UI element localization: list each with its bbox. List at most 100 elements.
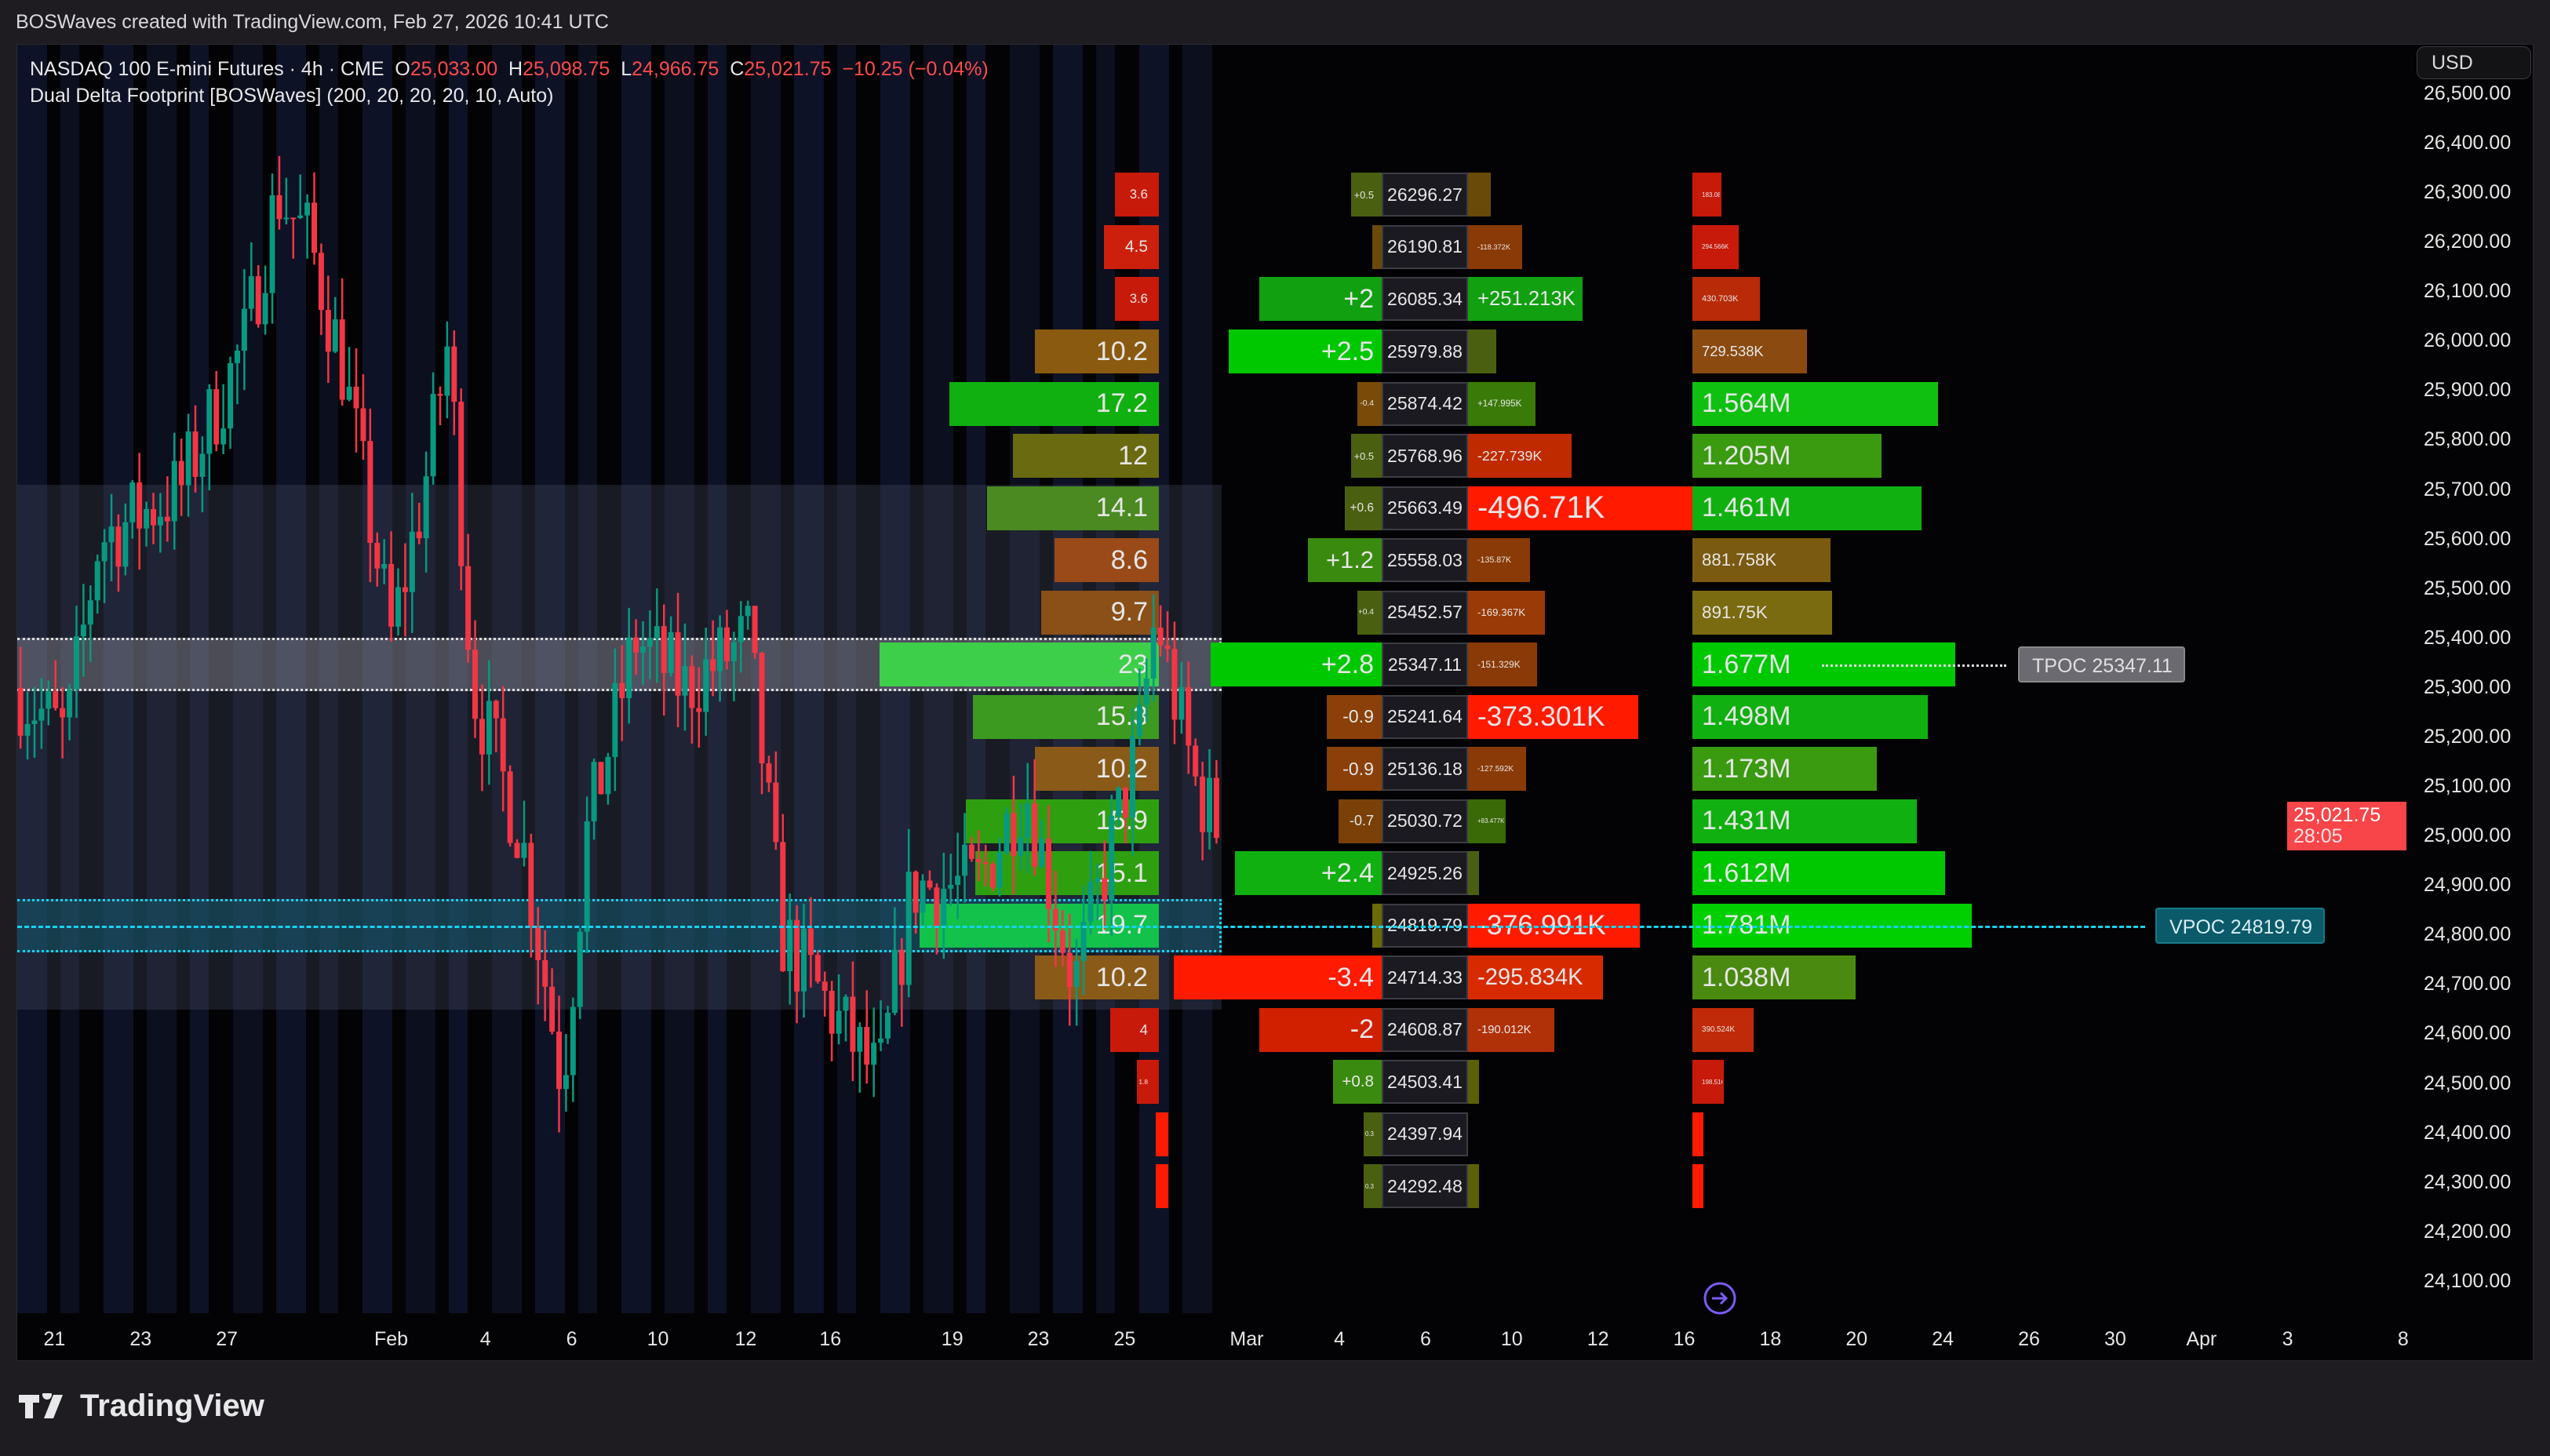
price-tick-label: 25,000.00 bbox=[2424, 824, 2512, 847]
candle-body bbox=[73, 636, 79, 690]
snapshot-caption: BOSWaves created with TradingView.com, F… bbox=[16, 11, 609, 33]
currency-button[interactable]: USD bbox=[2417, 46, 2531, 79]
candle-body bbox=[864, 1027, 870, 1065]
candle-body bbox=[675, 632, 681, 696]
price-level-box: 25347.11 bbox=[1382, 642, 1468, 687]
price-level-box: 24925.26 bbox=[1382, 851, 1468, 896]
candle-body bbox=[668, 632, 674, 673]
candle-body bbox=[821, 981, 828, 991]
bar-delta-bar: -0.9 bbox=[1326, 747, 1382, 792]
price-level-box: 24292.48 bbox=[1382, 1164, 1468, 1209]
bar-delta-label: +0.5 bbox=[1353, 188, 1374, 201]
price-level-box: 25768.96 bbox=[1382, 434, 1468, 479]
volume-label: 1.431M bbox=[1702, 806, 1791, 836]
candle-body bbox=[920, 880, 926, 913]
candle-body bbox=[962, 844, 968, 876]
candle-body bbox=[444, 346, 450, 396]
time-tick-label: 25 bbox=[1113, 1328, 1136, 1350]
candle-body bbox=[1129, 736, 1135, 818]
candle-body bbox=[738, 616, 744, 642]
bar-delta-label: +1.2 bbox=[1326, 546, 1374, 574]
delta-percent-label: 4.5 bbox=[1124, 237, 1148, 256]
candle-body bbox=[94, 561, 100, 601]
low-value: 24,966.75 bbox=[632, 58, 719, 80]
candle-body bbox=[975, 858, 982, 862]
chart-pane[interactable]: 3.6 +0.5 26296.27 183.083K 4.5 26190.81 -118.3… bbox=[16, 44, 2534, 1361]
candle-body bbox=[654, 626, 660, 639]
volume-bar: 1.461M bbox=[1692, 486, 1922, 530]
candle-body bbox=[1080, 921, 1087, 961]
time-tick-label: 16 bbox=[1673, 1328, 1696, 1350]
candle-body bbox=[549, 986, 556, 1032]
price-tick-label: 26,100.00 bbox=[2424, 280, 2512, 303]
candle-body bbox=[381, 563, 388, 569]
scroll-to-realtime-icon[interactable] bbox=[1701, 1279, 1739, 1317]
session-stripe bbox=[406, 45, 435, 1313]
candle-body bbox=[157, 516, 163, 526]
volume-bar: 729.538K bbox=[1692, 329, 1807, 373]
candle-body bbox=[38, 708, 45, 721]
bar-delta-bar: +0.5 bbox=[1351, 173, 1382, 217]
price-tick-label: 24,900.00 bbox=[2424, 874, 2512, 897]
candle-body bbox=[178, 460, 184, 486]
net-delta-label: -151.329K bbox=[1477, 659, 1521, 671]
candle-body bbox=[213, 389, 220, 445]
candle-body bbox=[423, 476, 429, 539]
price-level-box: 25241.64 bbox=[1382, 694, 1468, 739]
time-tick-label: 16 bbox=[819, 1328, 842, 1350]
volume-bar bbox=[1692, 1112, 1703, 1156]
price-tick-label: 26,300.00 bbox=[2424, 181, 2512, 204]
candle-body bbox=[801, 928, 807, 992]
delta-percent-bar bbox=[1156, 1164, 1168, 1209]
candle-body bbox=[1123, 788, 1129, 818]
volume-label: 1.612M bbox=[1702, 857, 1791, 888]
price-level-label: 24608.87 bbox=[1387, 1019, 1463, 1040]
candle-body bbox=[891, 949, 898, 1013]
candle-body bbox=[409, 531, 415, 592]
session-stripe bbox=[1182, 45, 1212, 1313]
price-tick-label: 24,700.00 bbox=[2424, 973, 2512, 996]
bar-delta-bar: +0.8 bbox=[1332, 1060, 1382, 1105]
symbol-title: NASDAQ 100 E-mini Futures · 4h · CME bbox=[30, 58, 384, 80]
price-level-box: 24397.94 bbox=[1382, 1112, 1468, 1156]
volume-label: 881.758K bbox=[1702, 550, 1777, 570]
price-tick-label: 25,200.00 bbox=[2424, 725, 2512, 748]
net-delta-label: +251.213K bbox=[1477, 287, 1576, 310]
volume-bar: 1.612M bbox=[1692, 851, 1946, 896]
price-level-box: 24503.41 bbox=[1382, 1060, 1468, 1105]
candle-body bbox=[171, 460, 177, 522]
bar-delta-label: +2.8 bbox=[1321, 649, 1374, 679]
delta-percent-label: 15.9 bbox=[1095, 806, 1148, 836]
indicator-legend[interactable]: Dual Delta Footprint [BOSWaves] (200, 20… bbox=[30, 85, 554, 107]
net-delta-bar bbox=[1468, 329, 1496, 373]
price-tick-label: 25,800.00 bbox=[2424, 428, 2512, 451]
candle-body bbox=[24, 723, 31, 736]
candle-body bbox=[500, 718, 506, 772]
candle-body bbox=[206, 389, 213, 454]
net-delta-bar: -227.739K bbox=[1468, 434, 1572, 479]
volume-bar: 1.038M bbox=[1692, 956, 1856, 1000]
price-level-label: 25452.57 bbox=[1387, 602, 1463, 623]
candle-body bbox=[878, 1038, 884, 1043]
candle-body bbox=[1025, 803, 1031, 838]
bar-delta-bar: -0.4 bbox=[1357, 381, 1382, 426]
change-value: −10.25 (−0.04%) bbox=[842, 58, 989, 80]
net-delta-bar: -127.592K bbox=[1468, 747, 1526, 792]
candle-body bbox=[1039, 839, 1045, 867]
session-stripe bbox=[578, 45, 597, 1313]
symbol-legend[interactable]: NASDAQ 100 E-mini Futures · 4h · CME O25… bbox=[30, 58, 989, 80]
candle-body bbox=[1059, 930, 1066, 953]
time-tick-label: 8 bbox=[2397, 1328, 2409, 1350]
tradingview-logo[interactable]: TradingView bbox=[19, 1389, 264, 1424]
candle-body bbox=[570, 1006, 576, 1076]
price-level-box: 24608.87 bbox=[1382, 1007, 1468, 1052]
net-delta-bar: +251.213K bbox=[1468, 277, 1583, 322]
price-level-label: 26190.81 bbox=[1387, 236, 1463, 257]
delta-percent-bar: 8.6 bbox=[1054, 538, 1159, 583]
delta-percent-bar: 3.6 bbox=[1115, 277, 1159, 322]
time-tick-label: 26 bbox=[2018, 1328, 2040, 1350]
session-stripe bbox=[147, 45, 177, 1313]
tpoc-label: TPOC 25347.11 bbox=[2018, 646, 2185, 683]
candle-body bbox=[395, 587, 401, 627]
price-level-box: 25979.88 bbox=[1382, 329, 1468, 373]
